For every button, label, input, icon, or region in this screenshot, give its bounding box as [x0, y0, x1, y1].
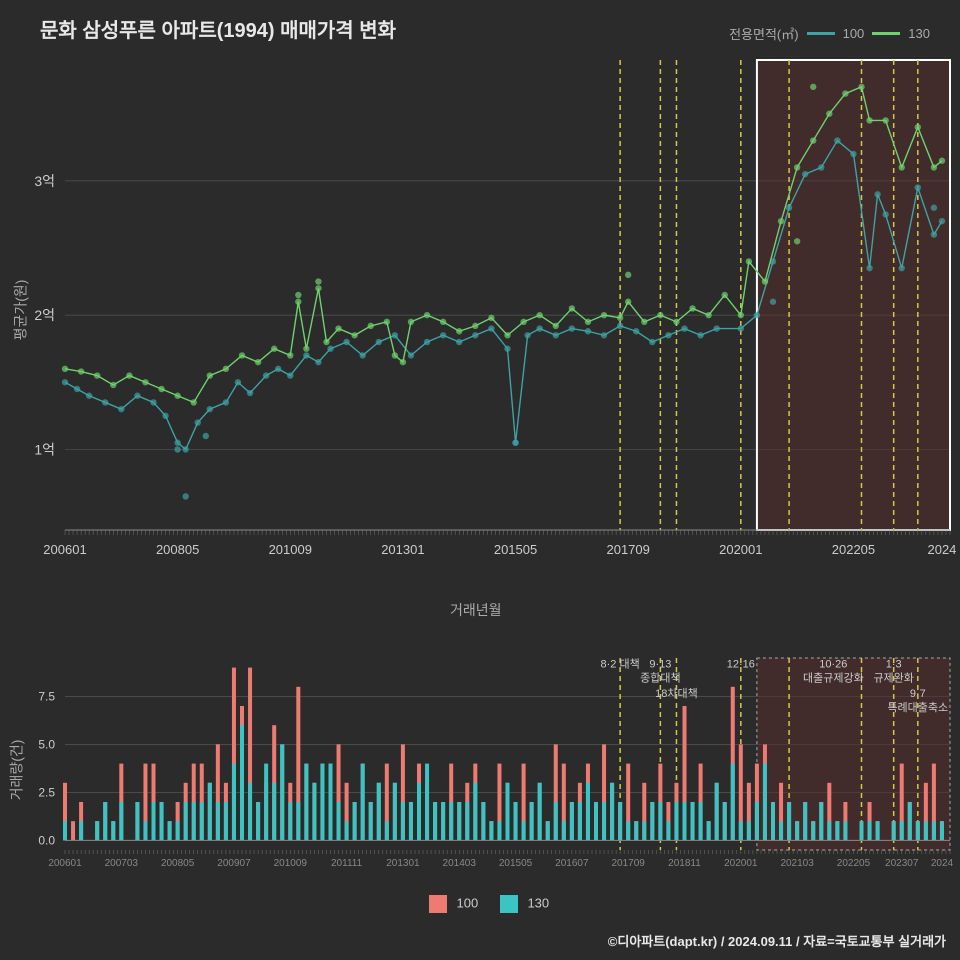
svg-text:7.5: 7.5: [38, 689, 55, 703]
y-axis-label-bottom: 거래량(건): [6, 740, 26, 801]
svg-text:201301: 201301: [386, 858, 420, 869]
legend-label-a: 100: [843, 26, 865, 41]
legend-swatch-a: [429, 895, 447, 913]
legend-prefix: 전용면적(㎡): [729, 24, 799, 43]
svg-text:0.0: 0.0: [38, 833, 55, 847]
legend-label-b: 130: [908, 26, 930, 41]
volume-chart: 0.0 2.5 5.0 7.5 8·2 대책 9·13종합대책 18차대책 12·16 10·2…: [0, 650, 960, 880]
svg-text:201301: 201301: [381, 542, 424, 557]
svg-text:8·2 대책: 8·2 대책: [601, 658, 640, 671]
svg-text:2억: 2억: [34, 307, 55, 323]
svg-text:201009: 201009: [274, 858, 308, 869]
legend-line-b: [872, 32, 900, 35]
svg-text:201607: 201607: [555, 858, 589, 869]
svg-text:2024: 2024: [931, 858, 954, 869]
svg-text:9·7: 9·7: [910, 688, 926, 700]
svg-text:2.5: 2.5: [38, 785, 55, 799]
svg-text:1억: 1억: [34, 441, 55, 457]
svg-text:특례대출축소: 특례대출축소: [887, 701, 948, 714]
svg-text:201111: 201111: [331, 858, 363, 869]
legend-line-a: [807, 32, 835, 35]
svg-text:10·26: 10·26: [819, 659, 847, 671]
svg-text:200907: 200907: [217, 858, 251, 869]
y-axis-label-top: 평균가(원): [10, 280, 30, 341]
chart-container: 문화 삼성푸른 아파트(1994) 매매가격 변화 전용면적(㎡) 100 13…: [0, 0, 960, 960]
legend-bottom-b: 130: [527, 895, 549, 910]
svg-text:202205: 202205: [837, 858, 871, 869]
svg-text:201009: 201009: [269, 542, 312, 557]
price-chart: 1억 2억 3억 200601 200805 201009 201301 201505 2017…: [0, 50, 960, 590]
legend-swatch-b: [500, 895, 518, 913]
chart-title: 문화 삼성푸른 아파트(1994) 매매가격 변화: [40, 14, 396, 43]
svg-text:200601: 200601: [43, 542, 86, 557]
svg-text:202103: 202103: [780, 858, 814, 869]
svg-text:대출규제강화: 대출규제강화: [803, 672, 864, 685]
svg-text:202307: 202307: [885, 858, 919, 869]
svg-text:201505: 201505: [494, 542, 537, 557]
svg-text:200703: 200703: [105, 858, 139, 869]
svg-text:201709: 201709: [606, 542, 649, 557]
svg-text:200601: 200601: [48, 858, 82, 869]
svg-text:202205: 202205: [832, 542, 875, 557]
svg-text:202001: 202001: [724, 858, 758, 869]
svg-text:201403: 201403: [443, 858, 477, 869]
svg-text:201811: 201811: [668, 858, 701, 869]
svg-text:9·13: 9·13: [649, 659, 671, 671]
x-axis-label-top: 거래년월: [450, 600, 502, 620]
svg-text:201709: 201709: [611, 858, 645, 869]
svg-text:5.0: 5.0: [38, 737, 55, 751]
svg-text:12·16: 12·16: [727, 659, 755, 671]
svg-text:202001: 202001: [719, 542, 762, 557]
svg-text:200805: 200805: [161, 858, 195, 869]
legend-bottom: 100 130: [0, 895, 960, 913]
svg-text:3억: 3억: [34, 173, 55, 189]
svg-text:200805: 200805: [156, 542, 199, 557]
svg-text:규제완화: 규제완화: [873, 672, 913, 685]
svg-text:1·3: 1·3: [886, 659, 902, 671]
svg-text:18차대책: 18차대책: [655, 687, 698, 700]
legend-bottom-a: 100: [456, 895, 478, 910]
svg-text:종합대책: 종합대책: [640, 672, 680, 685]
svg-text:2024: 2024: [927, 542, 956, 557]
legend-top: 전용면적(㎡) 100 130: [729, 24, 930, 43]
credit-text: ©디아파트(dapt.kr) / 2024.09.11 / 자료=국토교통부 실…: [608, 931, 946, 950]
svg-text:201505: 201505: [499, 858, 533, 869]
